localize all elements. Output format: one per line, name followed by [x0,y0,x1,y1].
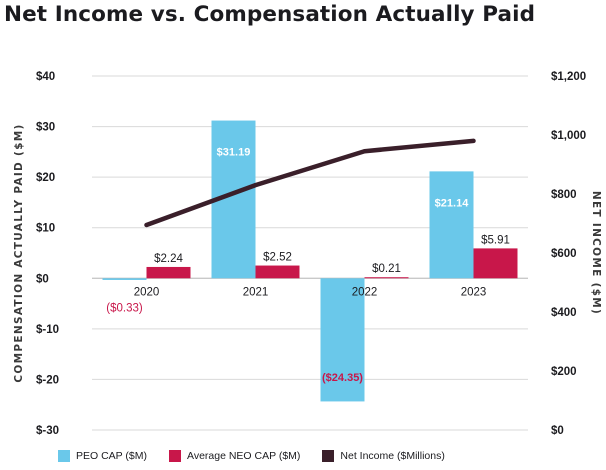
y2-tick-label: $600 [551,248,577,260]
data-label-neo: $2.52 [263,252,292,264]
legend-label-neo: Average NEO CAP ($M) [187,450,301,462]
chart-title: Net Income vs. Compensation Actually Pai… [4,2,536,27]
y-tick-label: $40 [36,71,55,83]
data-label-peo: $21.14 [435,197,470,209]
y-tick-label: $20 [36,172,55,184]
point-net-income [253,183,258,188]
data-label-neo: $0.21 [372,263,401,275]
bar-peo-cap [320,278,365,402]
legend-label-net-income: Net Income ($Millions) [340,450,445,462]
legend-item-neo: Average NEO CAP ($M) [169,450,300,462]
data-label-neo: $5.91 [481,234,510,246]
legend-item-net-income: Net Income ($Millions) [322,450,445,462]
data-label-neo: $2.24 [154,253,183,265]
legend-label-peo: PEO CAP ($M) [76,450,147,462]
legend: PEO CAP ($M) Average NEO CAP ($M) Net In… [58,450,445,462]
x-tick-label: 2023 [461,286,487,298]
bar-peo-cap [102,278,147,280]
line-net-income [144,138,476,228]
y2-tick-label: $200 [551,366,577,378]
legend-swatch-net-income [322,450,335,462]
x-tick-label: 2021 [243,286,269,298]
y-tick-label: $30 [36,122,55,134]
data-label-peo: $31.19 [217,147,251,159]
data-label-peo: ($0.33) [106,302,143,314]
y2-tick-label: $1,200 [551,71,586,83]
y-tick-label: $10 [36,223,55,235]
y2-tick-label: $0 [551,425,564,437]
y2-tick-label: $800 [551,189,577,201]
point-net-income [144,222,149,227]
bar-neo-cap [473,248,518,279]
data-label-peo: ($24.35) [322,372,363,384]
legend-swatch-peo [58,450,70,462]
x-tick-label: 2020 [134,286,160,298]
bar-neo-cap [255,265,300,279]
point-net-income [471,138,476,143]
bar-neo-cap [146,266,191,279]
point-net-income [362,149,367,154]
x-tick-label: 2022 [352,286,378,298]
y2-tick-label: $400 [551,307,577,319]
y2-tick-label: $1,000 [551,130,586,142]
legend-swatch-neo [169,450,181,462]
bar-neo-cap [364,277,409,279]
y-tick-label: $-20 [36,374,59,386]
y-tick-label: $0 [36,273,49,285]
y-axis-title: COMPENSATION ACTUALLY PAID ($M) [13,123,25,382]
legend-item-peo: PEO CAP ($M) [58,450,147,462]
bar-peo-cap [429,171,474,279]
y2-axis-title: NET INCOME ($M) [590,191,602,315]
y-tick-label: $-10 [36,324,59,336]
y-tick-label: $-30 [36,425,59,437]
